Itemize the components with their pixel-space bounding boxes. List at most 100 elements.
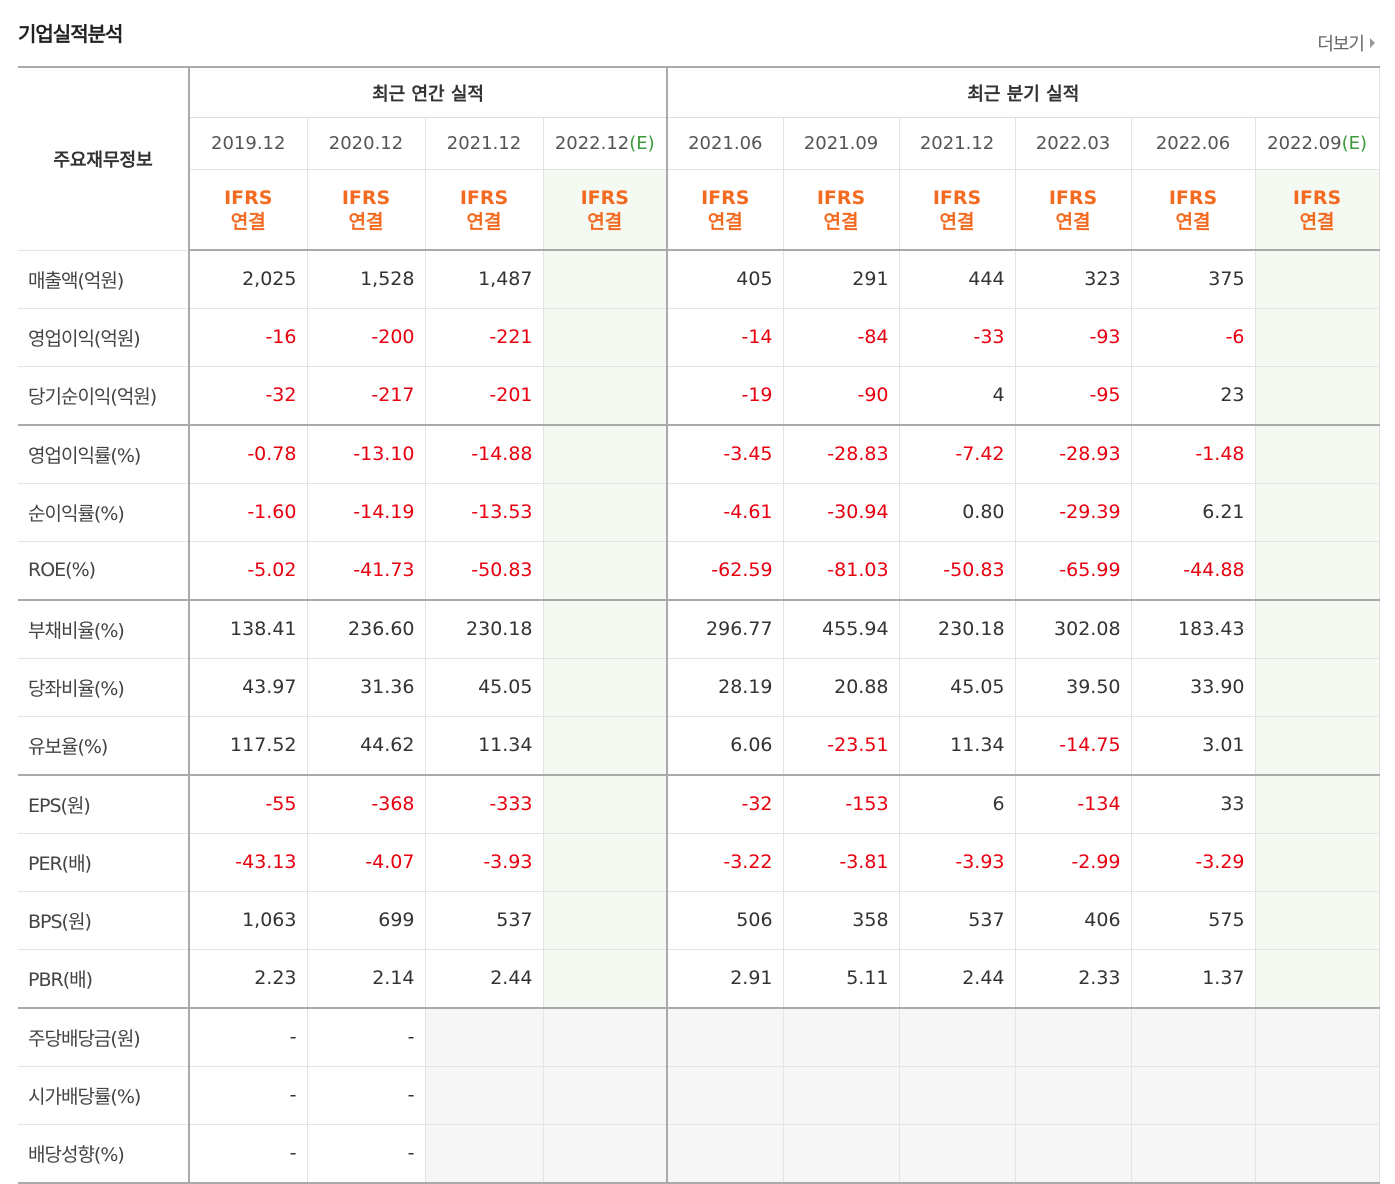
table-cell: 11.34 [424,715,544,775]
table-cell: -3.22 [666,832,784,892]
table-cell: -221 [424,307,544,367]
period-header: 2021.09 [782,117,900,170]
table-cell [782,1006,900,1067]
table-cell [424,1006,544,1067]
table-row: 매출액(억원) 2,025 1,528 1,487 405 291 444 323 375 [18,249,1380,309]
table-cell: -3.29 [1130,832,1256,892]
table-cell [1254,307,1380,367]
table-row: PER(배) -43.13 -4.07 -3.93 -3.22 -3.81 -3.93 -2.… [18,832,1380,892]
table-cell: 20.88 [782,657,900,717]
table-cell: 537 [898,890,1016,950]
table-cell: 358 [782,890,900,950]
table-cell [1254,1006,1380,1067]
table-row: ROE(%) -5.02 -41.73 -50.83 -62.59 -81.03 -50.8… [18,540,1380,600]
table-cell [666,1123,784,1183]
table-cell [1254,1123,1380,1183]
table-cell: 2.44 [424,948,544,1008]
table-cell: -14.88 [424,423,544,484]
row-label: 순이익률(%) [18,482,190,542]
ifrs-badge: IFRS 연결 [1130,169,1256,251]
table-cell: -153 [782,773,900,834]
table-row: 당기순이익(억원) -32 -217 -201 -19 -90 4 -95 23 [18,365,1380,425]
table-cell: 236.60 [306,598,426,659]
table-cell: 2.91 [666,948,784,1008]
ifrs-badge: IFRS 연결 [424,169,544,251]
table-cell [1014,1065,1132,1125]
table-cell: 406 [1014,890,1132,950]
table-cell: -0.78 [188,423,308,484]
table-cell: -2.99 [1014,832,1132,892]
table-cell: -3.81 [782,832,900,892]
chevron-right-icon [1370,38,1375,48]
table-cell: 699 [306,890,426,950]
table-cell [424,1123,544,1183]
period-header: 2019.12 [188,117,308,170]
table-cell: -13.10 [306,423,426,484]
table-cell: -65.99 [1014,540,1132,600]
table-cell [1014,1006,1132,1067]
table-cell: -3.45 [666,423,784,484]
table-cell: 323 [1014,249,1132,309]
table-cell: - [188,1123,308,1183]
more-link[interactable]: 더보기 [1317,30,1375,56]
table-cell: -201 [424,365,544,425]
table-cell: 4 [898,365,1016,425]
estimate-mark: (E) [629,133,655,154]
table-cell [898,1123,1016,1183]
table-row: 시가배당률(%) - - [18,1065,1380,1125]
table-cell: 6.06 [666,715,784,775]
table-cell: -200 [306,307,426,367]
row-label: ROE(%) [18,540,190,600]
table-cell: -95 [1014,365,1132,425]
table-cell [1254,423,1380,484]
table-row: 주당배당금(원) - - [18,1006,1380,1067]
row-label: 당좌비율(%) [18,657,190,717]
row-label: 영업이익(억원) [18,307,190,367]
table-cell [542,365,669,425]
table-cell: 31.36 [306,657,426,717]
ifrs-badge: IFRS 연결 [1014,169,1132,251]
table-cell: -3.93 [898,832,1016,892]
table-cell: 1.37 [1130,948,1256,1008]
table-cell: -81.03 [782,540,900,600]
row-label: 시가배당률(%) [18,1065,190,1125]
table-cell: -14 [666,307,784,367]
table-cell: - [306,1006,426,1067]
table-cell [1130,1123,1256,1183]
table-cell [1254,249,1380,309]
table-row: 영업이익률(%) -0.78 -13.10 -14.88 -3.45 -28.83 -7.4… [18,423,1380,484]
table-cell: 23 [1130,365,1256,425]
estimate-mark: (E) [1341,133,1367,154]
row-label: 주당배당금(원) [18,1006,190,1067]
table-cell [542,423,669,484]
row-label: 당기순이익(억원) [18,365,190,425]
table-cell: -333 [424,773,544,834]
table-cell: 117.52 [188,715,308,775]
table-cell: -55 [188,773,308,834]
period-header: 2020.12 [306,117,426,170]
ifrs-badge: IFRS 연결 [782,169,900,251]
table-cell [1254,657,1380,717]
table-cell: -6 [1130,307,1256,367]
table-cell: -32 [188,365,308,425]
table-cell: 33 [1130,773,1256,834]
table-cell [1254,482,1380,542]
table-row: 순이익률(%) -1.60 -14.19 -13.53 -4.61 -30.94 0.80-… [18,482,1380,542]
table-cell: 296.77 [666,598,784,659]
table-cell [898,1065,1016,1125]
table-cell: -41.73 [306,540,426,600]
table-cell: 537 [424,890,544,950]
table-cell: -4.61 [666,482,784,542]
table-cell [1254,365,1380,425]
table-cell: 2.44 [898,948,1016,1008]
table-cell: 230.18 [898,598,1016,659]
table-cell: -44.88 [1130,540,1256,600]
table-cell: -14.19 [306,482,426,542]
table-row: 영업이익(억원) -16 -200 -221 -14 -84 -33 -93 -6 [18,307,1380,367]
table-cell [666,1006,784,1067]
table-cell: 6 [898,773,1016,834]
table-cell: 3.01 [1130,715,1256,775]
table-cell [1254,773,1380,834]
table-cell: -7.42 [898,423,1016,484]
table-cell: 43.97 [188,657,308,717]
